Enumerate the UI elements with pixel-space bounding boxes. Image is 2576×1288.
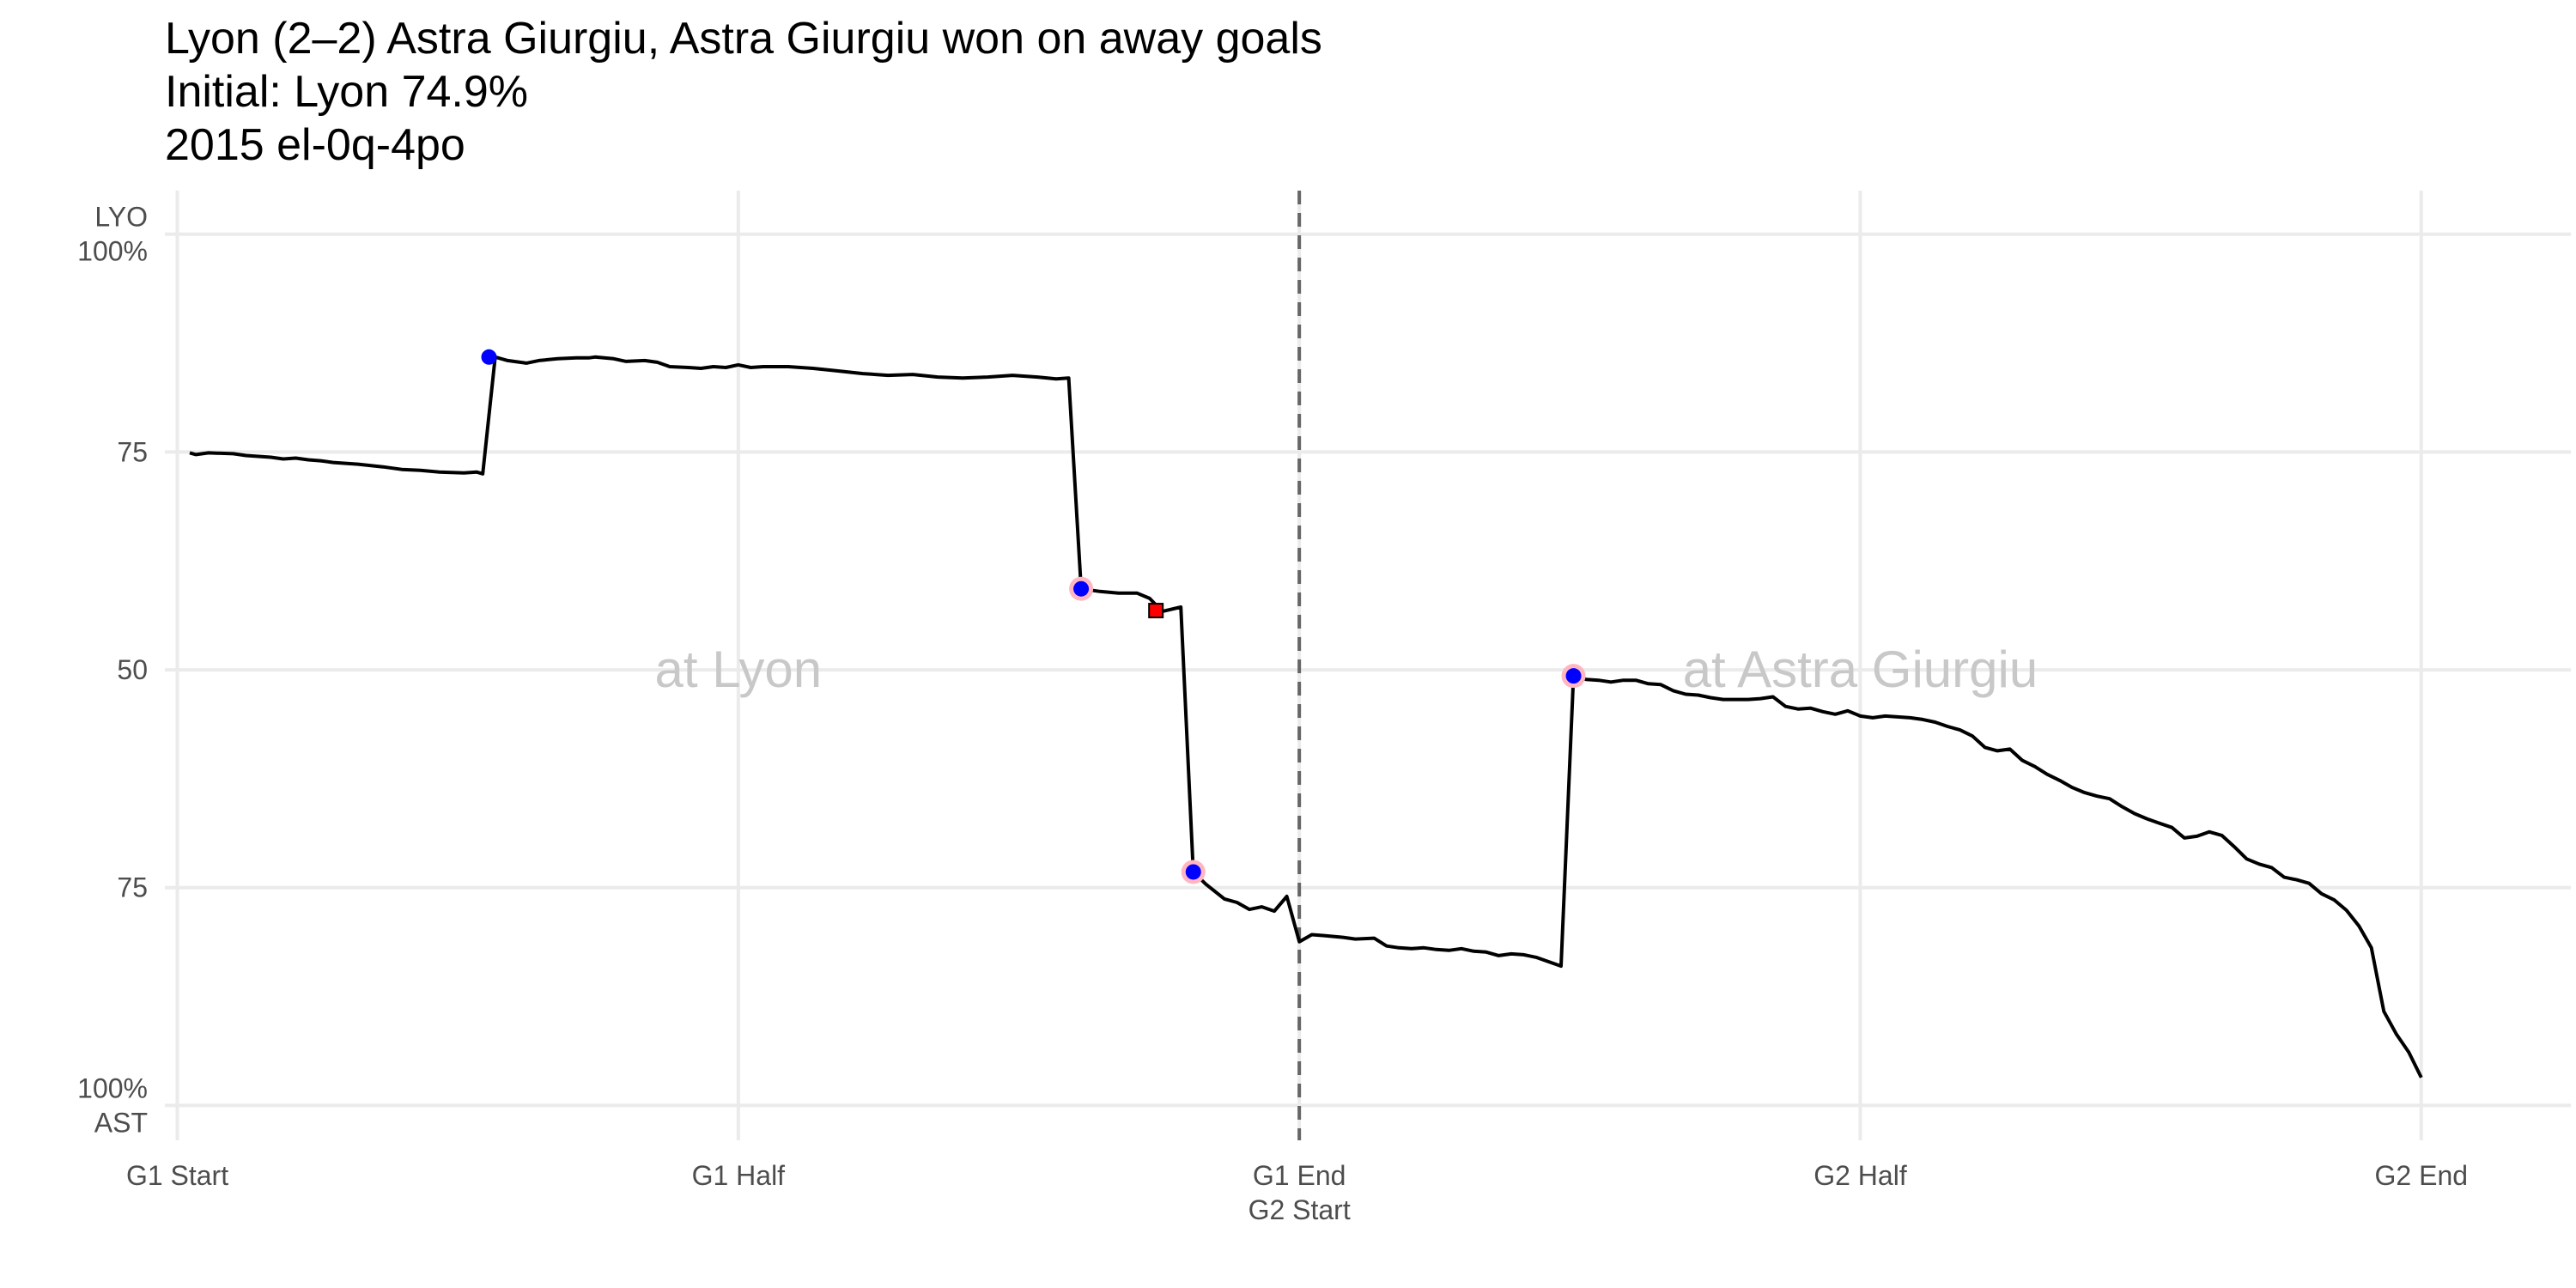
chart-subtitle-competition: 2015 el-0q-4po [165, 120, 465, 170]
goal-marker [481, 349, 497, 365]
x-tick-label: G1 Half [692, 1160, 786, 1191]
x-tick-label: G1 End [1253, 1160, 1346, 1191]
y-tick-label: 100% [77, 236, 148, 267]
chart-title-block: Lyon (2–2) Astra Giurgiu, Astra Giurgiu … [165, 12, 1322, 172]
goal-marker [1185, 864, 1201, 880]
venue-annotation: at Lyon [655, 641, 823, 698]
chart-title: Lyon (2–2) Astra Giurgiu, Astra Giurgiu … [165, 14, 1322, 64]
x-tick-label: G2 Start [1249, 1194, 1351, 1225]
x-tick-label: G2 End [2375, 1160, 2469, 1191]
y-tick-label: 100% [77, 1072, 148, 1103]
grid-lines [165, 191, 2571, 1140]
y-tick-label: 75 [117, 872, 148, 903]
series-lines [189, 355, 2423, 1078]
venue-annotation: at Astra Giurgiu [1683, 641, 2038, 698]
y-tick-label: 75 [117, 436, 148, 467]
red-card-marker [1148, 603, 1164, 619]
x-tick-label: G2 Half [1814, 1160, 1907, 1191]
x-tick-label: G1 Start [126, 1160, 228, 1191]
probability-line [189, 355, 2423, 1078]
y-tick-label: LYO [94, 202, 148, 233]
goal-marker [1073, 580, 1090, 597]
chart-subtitle-initial: Initial: Lyon 74.9% [165, 67, 529, 117]
y-tick-label: AST [94, 1107, 148, 1138]
goal-marker [1565, 668, 1582, 684]
venue-annotations: at Lyon at Astra Giurgiu [655, 641, 2038, 698]
y-tick-label: 50 [117, 654, 148, 685]
event-markers [481, 349, 1586, 884]
